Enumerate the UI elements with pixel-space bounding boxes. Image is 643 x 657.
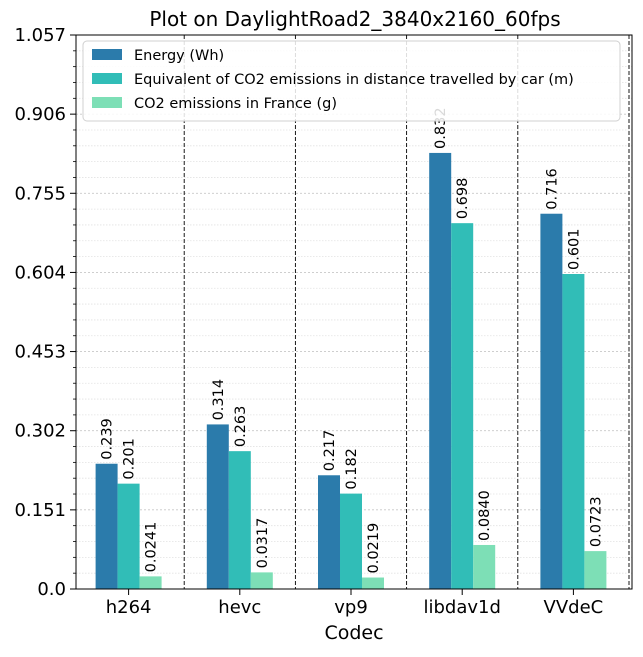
legend-label: Equivalent of CO2 emissions in distance … [134,72,574,88]
x-tick-label: hevc [218,597,261,618]
codec-dividers [183,35,630,589]
y-tick-label: 0.755 [14,183,66,204]
axes: 0.0 0.151 0.302 0.453 0.604 0.755 0.906 1.057 h2… [14,25,603,618]
chart-title: Plot on DaylightRoad2_3840x2160_60fps [149,7,560,31]
y-tick-label: 0.0 [37,579,66,600]
bar [318,475,340,589]
bar-value-label: 0.0241 [144,522,160,573]
bar-value-label: 0.314 [211,379,227,421]
x-tick-label: libdav1d [423,597,500,618]
x-axis-label: Codec [324,622,383,644]
y-tick-label: 0.302 [14,421,66,442]
bars [95,152,607,590]
legend: Energy (Wh) Equivalent of CO2 emissions i… [82,40,621,122]
bar [228,451,251,589]
bar-value-label: 0.0840 [477,490,493,541]
bar-value-label: 0.601 [566,228,582,270]
bar-value-label: 0.201 [122,438,138,480]
plot-frame [75,34,633,590]
bar [250,572,273,589]
bar-value-label: 0.217 [322,430,338,472]
y-tick-label: 0.604 [14,262,66,283]
y-tick-label: 0.906 [14,104,66,125]
bar [139,576,162,589]
legend-swatch [92,73,122,84]
x-tick-label: vp9 [334,597,368,618]
bar-value-label: 0.716 [544,168,560,210]
bar-value-label: 0.0219 [366,523,382,574]
bar [362,577,384,589]
legend-swatch [92,49,122,60]
legend-label: CO2 emissions in France (g) [134,96,337,112]
legend-swatch [92,97,122,108]
legend-label: Energy (Wh) [134,48,224,64]
bar-value-label: 0.239 [100,418,116,460]
bar-value-label: 0.0317 [255,518,271,569]
bar [451,223,474,589]
bar [584,551,607,589]
x-tick-label: VVdeC [544,597,604,618]
bar [340,493,362,589]
bar [473,544,496,589]
x-tick-label: h264 [106,597,152,618]
y-tick-label: 0.151 [14,500,66,521]
y-tick-label: 1.057 [14,25,66,46]
bar [117,483,140,589]
bar [540,213,563,590]
bar-value-label: 0.182 [344,448,360,490]
bar-value-label: 0.263 [233,406,249,448]
bar [95,463,118,589]
bar-value-label: 0.698 [455,178,471,220]
bar-value-label: 0.0723 [588,496,604,547]
bar [562,274,585,589]
y-tick-label: 0.453 [14,342,66,363]
bar [206,424,229,589]
bar [429,152,452,589]
legend-box [82,40,621,122]
